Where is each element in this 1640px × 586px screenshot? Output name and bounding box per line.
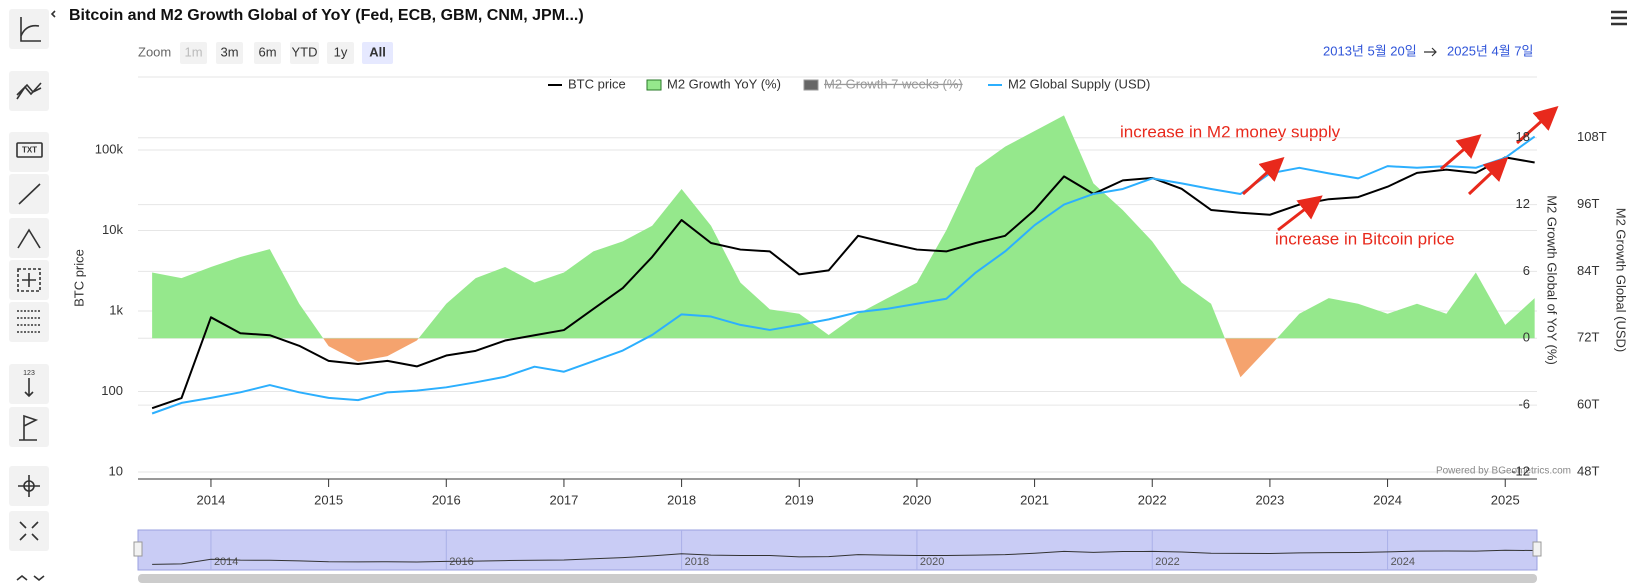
y3-tick-label: 60T: [1577, 397, 1599, 412]
legend-label[interactable]: BTC price: [568, 76, 626, 91]
tool-label: 123: [23, 370, 35, 377]
navigator-tick-label: 2018: [685, 556, 709, 568]
navigator-tick-label: 2016: [449, 556, 473, 568]
y-tick-label: 100k: [95, 141, 124, 156]
x-tick-label: 2018: [667, 492, 696, 507]
y2-tick-label: 12: [1516, 196, 1530, 211]
y3-tick-label: 72T: [1577, 330, 1599, 345]
collapse-toggle[interactable]: [50, 10, 56, 18]
line: [151, 135, 1536, 415]
tool-levels[interactable]: [9, 302, 49, 342]
zoom-button-label: 3m: [220, 44, 238, 59]
zoom-button-label: 6m: [258, 44, 276, 59]
x-tick-label: 2020: [902, 492, 931, 507]
date-from[interactable]: 2013년 5월 20일: [1323, 43, 1417, 58]
legend-label[interactable]: M2 Growth YoY (%): [667, 76, 781, 91]
scroll-up[interactable]: [16, 574, 28, 581]
zoom-button[interactable]: [362, 42, 393, 64]
zoom-buttons: 1m 3m 6m YTD 1y All: [180, 42, 393, 64]
menu-button[interactable]: [1611, 10, 1627, 26]
line: [151, 156, 1535, 410]
zoom-button[interactable]: [180, 42, 207, 64]
tool-label: TXT: [22, 146, 37, 155]
y2-tick-label: 0: [1523, 330, 1530, 345]
navigator-tick-label: 2020: [920, 556, 944, 568]
zoom-button[interactable]: [290, 42, 319, 64]
x-tick-label: 2015: [314, 492, 343, 507]
y3-tick-label: 108T: [1577, 129, 1607, 144]
zoom-label: Zoom: [138, 44, 171, 59]
tool-pan[interactable]: [9, 466, 49, 506]
x-tick-label: 2024: [1373, 492, 1402, 507]
y-tick-label: 100: [101, 383, 123, 398]
zoom-button[interactable]: [254, 42, 281, 64]
x-tick-label: 2021: [1020, 492, 1049, 507]
credits[interactable]: Powered by BGeometrics.com: [1436, 466, 1571, 477]
navigator-handle[interactable]: [133, 541, 143, 557]
zoom-button-label: 1m: [184, 44, 202, 59]
y-axis-title: BTC price: [71, 249, 86, 307]
x-tick-label: 2022: [1138, 492, 1167, 507]
tool-text[interactable]: TXT: [9, 132, 49, 172]
navigator-tick-label: 2022: [1155, 556, 1179, 568]
navigator-tick-label: 2024: [1391, 556, 1415, 568]
legend-label[interactable]: M2 Growth 7 weeks (%): [824, 76, 963, 91]
legend-label[interactable]: M2 Global Supply (USD): [1008, 76, 1150, 91]
tool-indicators[interactable]: [9, 9, 49, 49]
y2-tick-label: -6: [1518, 397, 1530, 412]
legend-symbol: [646, 79, 662, 91]
tool-fullscreen[interactable]: [9, 511, 49, 551]
legend-symbol: [803, 79, 819, 91]
y2-tick-label: -12: [1511, 463, 1530, 478]
tool-flag[interactable]: [9, 407, 49, 447]
y2-tick-label: 18: [1516, 129, 1530, 144]
tool-crosshair[interactable]: [9, 260, 49, 300]
annotation: increase in Bitcoin price: [1275, 229, 1455, 248]
navigator-handle[interactable]: [1532, 541, 1542, 557]
zoom-button[interactable]: [327, 42, 354, 64]
y2-tick-label: 6: [1523, 263, 1530, 278]
chart-title: Bitcoin and M2 Growth Global of YoY (Fed…: [69, 7, 584, 24]
y3-tick-label: 96T: [1577, 196, 1599, 211]
y3-tick-label: 48T: [1577, 463, 1599, 478]
scroll-down[interactable]: [33, 575, 45, 582]
x-tick-label: 2023: [1255, 492, 1284, 507]
x-tick-label: 2017: [549, 492, 578, 507]
zoom-button[interactable]: [216, 42, 243, 64]
y-tick-label: 1k: [109, 302, 123, 317]
annotation-arrows: [1242, 106, 1559, 232]
navigator-line: [152, 549, 1535, 565]
date-to[interactable]: 2025년 4월 7일: [1447, 43, 1533, 58]
y-tick-label: 10: [109, 463, 123, 478]
tool-compare[interactable]: [9, 71, 49, 111]
navigator-window: [137, 529, 1538, 571]
zoom-button-label: All: [369, 44, 386, 59]
x-tick-label: 2019: [785, 492, 814, 507]
x-tick-label: 2016: [432, 492, 461, 507]
zoom-button-label: 1y: [334, 44, 348, 59]
toolbar: TXT 123: [9, 9, 56, 582]
x-tick-label: 2025: [1491, 492, 1520, 507]
tool-label[interactable]: 123: [9, 364, 49, 404]
tool-line[interactable]: [9, 174, 49, 214]
range-arrow: [1424, 47, 1437, 57]
y2-axis-title: M2 Growth Global of YoY (%): [1545, 195, 1560, 365]
scrollbar[interactable]: [138, 574, 1537, 583]
zoom-button-label: YTD: [292, 44, 318, 59]
y3-tick-label: 84T: [1577, 263, 1599, 278]
tool-measure[interactable]: [9, 218, 49, 258]
annotation: increase in M2 money supply: [1120, 122, 1341, 141]
area: [152, 115, 1535, 378]
navigator-tick-label: 2014: [214, 556, 238, 568]
y-tick-label: 10k: [102, 222, 123, 237]
y3-axis-title: M2 Growth Global (USD): [1614, 208, 1629, 352]
x-tick-label: 2014: [196, 492, 225, 507]
